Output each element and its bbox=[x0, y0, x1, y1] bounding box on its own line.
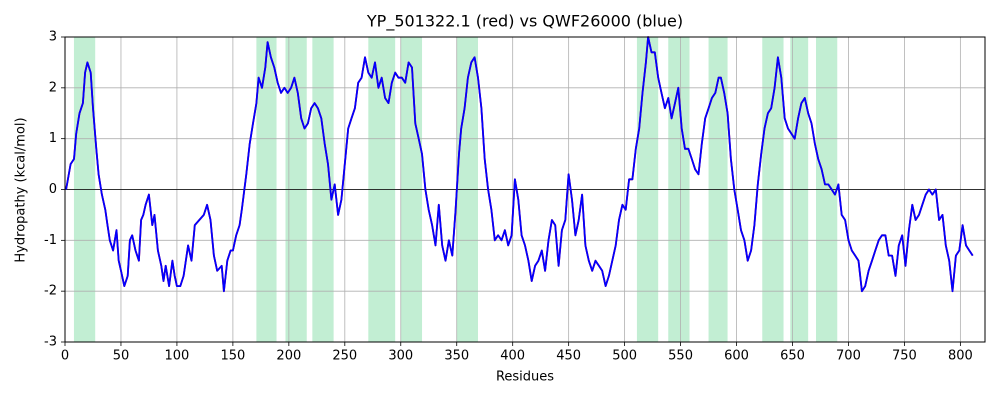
x-tick-label: 0 bbox=[61, 349, 69, 364]
x-tick-label: 200 bbox=[276, 349, 301, 364]
x-tick-label: 550 bbox=[668, 349, 693, 364]
x-tick-label: 100 bbox=[165, 349, 190, 364]
y-tick-label: -2 bbox=[44, 284, 57, 299]
x-tick-label: 150 bbox=[220, 349, 245, 364]
y-tick-label: -1 bbox=[44, 233, 57, 248]
y-tick-label: 1 bbox=[49, 131, 57, 146]
x-axis-label: Residues bbox=[496, 370, 554, 385]
x-tick-label: 400 bbox=[500, 349, 525, 364]
y-tick-label: -3 bbox=[44, 335, 57, 350]
x-tick-label: 450 bbox=[556, 349, 581, 364]
y-tick-label: 0 bbox=[49, 182, 57, 197]
x-tick-label: 250 bbox=[332, 349, 357, 364]
x-tick-label: 800 bbox=[948, 349, 973, 364]
x-tick-label: 650 bbox=[780, 349, 805, 364]
y-tick-label: 3 bbox=[49, 30, 57, 45]
chart-title: YP_501322.1 (red) vs QWF26000 (blue) bbox=[366, 12, 683, 32]
x-tick-label: 500 bbox=[612, 349, 637, 364]
x-tick-label: 50 bbox=[113, 349, 130, 364]
x-tick-label: 350 bbox=[444, 349, 469, 364]
x-tick-label: 300 bbox=[388, 349, 413, 364]
plot-frame bbox=[64, 36, 986, 343]
x-tick-label: 700 bbox=[836, 349, 861, 364]
x-tick-label: 600 bbox=[724, 349, 749, 364]
y-axis-label: Hydropathy (kcal/mol) bbox=[14, 117, 29, 262]
x-tick-label: 750 bbox=[892, 349, 917, 364]
y-tick-label: 2 bbox=[49, 80, 57, 95]
series-line bbox=[65, 36, 974, 293]
